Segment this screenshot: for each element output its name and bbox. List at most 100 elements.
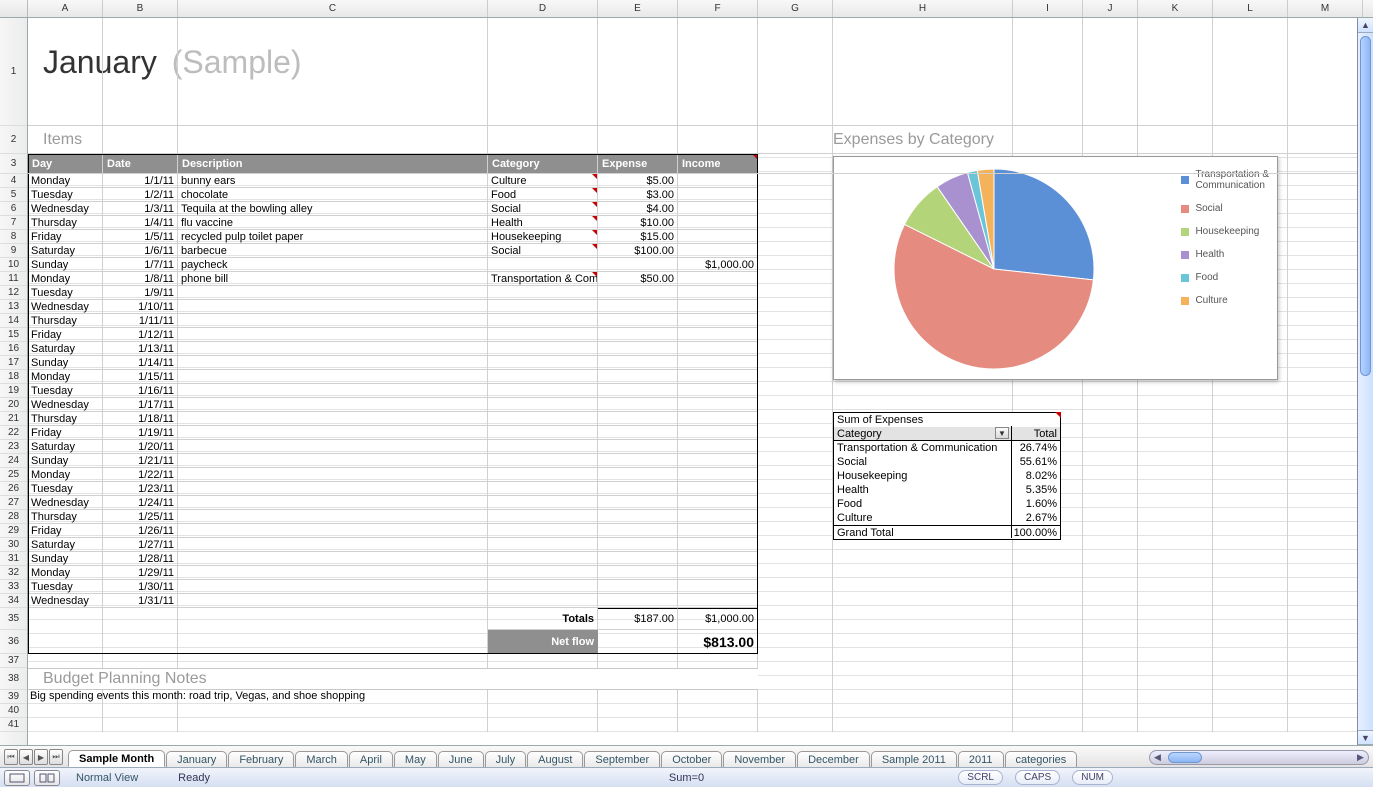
cell[interactable]: 1/24/11 — [103, 496, 178, 510]
scroll-right-icon[interactable]: ▶ — [1353, 752, 1368, 763]
row-header-7[interactable]: 7 — [0, 216, 27, 230]
table-row[interactable]: Monday1/1/11bunny earsCulture$5.00 — [28, 174, 758, 188]
cell-grid[interactable]: January (Sample) Items Expenses by Categ… — [28, 18, 1373, 745]
cell[interactable] — [488, 482, 598, 496]
tab-next-icon[interactable]: ▶ — [34, 749, 48, 765]
cell[interactable] — [678, 398, 758, 412]
cell[interactable] — [678, 328, 758, 342]
row-header-26[interactable]: 26 — [0, 482, 27, 496]
row-header-40[interactable]: 40 — [0, 704, 27, 718]
cell[interactable] — [678, 314, 758, 328]
cell[interactable]: 1/18/11 — [103, 412, 178, 426]
cell[interactable] — [178, 482, 488, 496]
cell[interactable]: Friday — [28, 524, 103, 538]
cell[interactable]: $5.00 — [598, 174, 678, 188]
cell[interactable] — [488, 314, 598, 328]
cell[interactable]: Thursday — [28, 510, 103, 524]
cell[interactable] — [678, 412, 758, 426]
pivot-table[interactable]: Sum of ExpensesCategoryTotalTransportati… — [833, 412, 1061, 540]
table-row[interactable]: Saturday1/13/11 — [28, 342, 758, 356]
col-header-D[interactable]: D — [488, 0, 598, 17]
cell[interactable]: Wednesday — [28, 594, 103, 608]
row-header-36[interactable]: 36 — [0, 630, 27, 654]
cell[interactable]: Culture — [488, 174, 598, 188]
cell[interactable] — [488, 300, 598, 314]
col-header-F[interactable]: F — [678, 0, 758, 17]
cell[interactable] — [678, 272, 758, 286]
hscroll-thumb[interactable] — [1168, 752, 1202, 763]
cell[interactable] — [678, 230, 758, 244]
cell[interactable]: 1/22/11 — [103, 468, 178, 482]
row-header-39[interactable]: 39 — [0, 690, 27, 704]
row-header-1[interactable]: 1 — [0, 18, 27, 126]
table-row[interactable]: Tuesday1/16/11 — [28, 384, 758, 398]
table-row[interactable]: Friday1/5/11recycled pulp toilet paperHo… — [28, 230, 758, 244]
cell[interactable] — [178, 300, 488, 314]
cell[interactable]: Sunday — [28, 356, 103, 370]
cell[interactable] — [678, 370, 758, 384]
row-header-23[interactable]: 23 — [0, 440, 27, 454]
cell[interactable] — [178, 538, 488, 552]
cell[interactable] — [598, 356, 678, 370]
cell[interactable] — [598, 594, 678, 608]
cell[interactable] — [678, 426, 758, 440]
pivot-filter-dropdown[interactable]: ▼ — [995, 427, 1009, 439]
tab-sample-month[interactable]: Sample Month — [68, 750, 165, 767]
page-layout-view-button[interactable] — [34, 770, 60, 786]
table-row[interactable]: Tuesday1/30/11 — [28, 580, 758, 594]
caps-toggle[interactable]: CAPS — [1015, 770, 1060, 785]
tab-categories[interactable]: categories — [1005, 751, 1078, 768]
tab-september[interactable]: September — [584, 751, 660, 768]
cell[interactable] — [488, 440, 598, 454]
row-header-37[interactable]: 37 — [0, 654, 27, 668]
cell[interactable]: $50.00 — [598, 272, 678, 286]
cell[interactable]: 1/3/11 — [103, 202, 178, 216]
cell[interactable] — [678, 552, 758, 566]
cell[interactable]: 1/20/11 — [103, 440, 178, 454]
cell[interactable] — [488, 426, 598, 440]
tab-july[interactable]: July — [485, 751, 527, 768]
row-header-5[interactable]: 5 — [0, 188, 27, 202]
row-header-6[interactable]: 6 — [0, 202, 27, 216]
cell[interactable] — [678, 216, 758, 230]
cell[interactable] — [598, 342, 678, 356]
cell[interactable]: 1/1/11 — [103, 174, 178, 188]
cell[interactable] — [598, 370, 678, 384]
cell[interactable]: Saturday — [28, 538, 103, 552]
row-header-15[interactable]: 15 — [0, 328, 27, 342]
cell[interactable]: Tuesday — [28, 482, 103, 496]
cell[interactable]: 1/31/11 — [103, 594, 178, 608]
cell[interactable]: Saturday — [28, 342, 103, 356]
cell[interactable]: Tuesday — [28, 188, 103, 202]
cell[interactable]: Wednesday — [28, 202, 103, 216]
cell[interactable] — [678, 244, 758, 258]
cell[interactable] — [178, 384, 488, 398]
cell[interactable]: 1/19/11 — [103, 426, 178, 440]
cell[interactable] — [678, 356, 758, 370]
table-row[interactable]: Friday1/12/11 — [28, 328, 758, 342]
cell[interactable]: 1/7/11 — [103, 258, 178, 272]
cell[interactable] — [488, 356, 598, 370]
scroll-up-icon[interactable]: ▲ — [1358, 18, 1373, 33]
cell[interactable]: $1,000.00 — [678, 258, 758, 272]
row-header-10[interactable]: 10 — [0, 258, 27, 272]
cell[interactable] — [598, 426, 678, 440]
cell[interactable]: flu vaccine — [178, 216, 488, 230]
comment-marker-icon[interactable] — [1055, 412, 1061, 418]
row-header-20[interactable]: 20 — [0, 398, 27, 412]
row-header-3[interactable]: 3 — [0, 154, 27, 174]
num-toggle[interactable]: NUM — [1072, 770, 1113, 785]
tab-last-icon[interactable]: ⏭ — [49, 749, 63, 765]
cell[interactable] — [488, 258, 598, 272]
cell[interactable]: 1/14/11 — [103, 356, 178, 370]
cell[interactable]: 1/30/11 — [103, 580, 178, 594]
col-header-B[interactable]: B — [103, 0, 178, 17]
cell[interactable] — [598, 510, 678, 524]
cell[interactable] — [178, 566, 488, 580]
cell[interactable] — [178, 356, 488, 370]
cell[interactable] — [598, 482, 678, 496]
cell[interactable] — [678, 454, 758, 468]
tab-first-icon[interactable]: ⏮ — [4, 749, 18, 765]
cell[interactable]: Monday — [28, 566, 103, 580]
tab-may[interactable]: May — [394, 751, 437, 768]
